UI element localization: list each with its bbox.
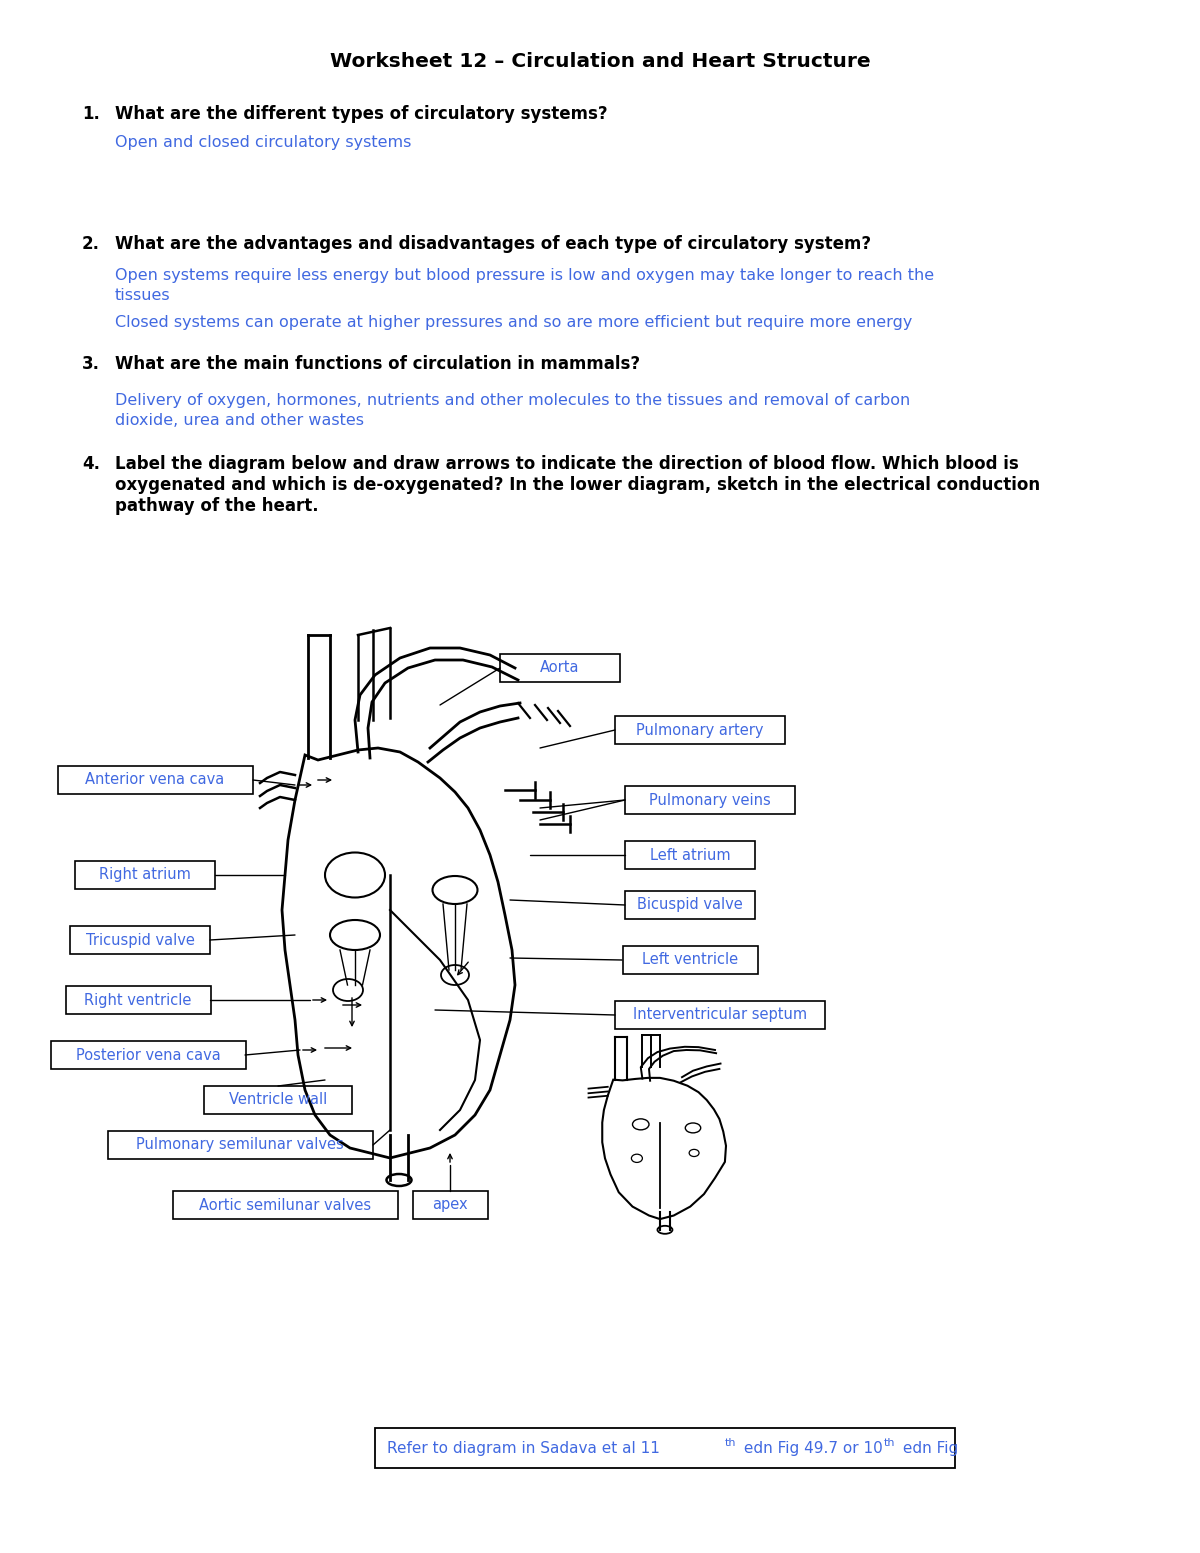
Text: Label the diagram below and draw arrows to indicate the direction of blood flow.: Label the diagram below and draw arrows … bbox=[115, 455, 1019, 474]
Text: 3.: 3. bbox=[82, 356, 100, 373]
FancyBboxPatch shape bbox=[616, 716, 785, 744]
FancyBboxPatch shape bbox=[66, 986, 210, 1014]
Text: Aorta: Aorta bbox=[540, 660, 580, 676]
FancyBboxPatch shape bbox=[173, 1191, 397, 1219]
Text: 1.: 1. bbox=[82, 106, 100, 123]
Text: pathway of the heart.: pathway of the heart. bbox=[115, 497, 319, 516]
FancyBboxPatch shape bbox=[70, 926, 210, 954]
Text: Right ventricle: Right ventricle bbox=[84, 992, 192, 1008]
Text: Closed systems can operate at higher pressures and so are more efficient but req: Closed systems can operate at higher pre… bbox=[115, 315, 912, 329]
Text: Left atrium: Left atrium bbox=[649, 848, 731, 862]
Text: dioxide, urea and other wastes: dioxide, urea and other wastes bbox=[115, 413, 364, 429]
Text: Bicuspid valve: Bicuspid valve bbox=[637, 898, 743, 913]
Text: th: th bbox=[884, 1438, 895, 1447]
Text: Tricuspid valve: Tricuspid valve bbox=[85, 932, 194, 947]
Text: edn Fig: edn Fig bbox=[898, 1441, 959, 1455]
Text: What are the main functions of circulation in mammals?: What are the main functions of circulati… bbox=[115, 356, 640, 373]
Text: Open systems require less energy but blood pressure is low and oxygen may take l: Open systems require less energy but blo… bbox=[115, 269, 934, 283]
Text: Delivery of oxygen, hormones, nutrients and other molecules to the tissues and r: Delivery of oxygen, hormones, nutrients … bbox=[115, 393, 911, 408]
FancyBboxPatch shape bbox=[616, 1002, 826, 1030]
FancyBboxPatch shape bbox=[58, 766, 252, 794]
Text: 2.: 2. bbox=[82, 235, 100, 253]
FancyBboxPatch shape bbox=[623, 946, 757, 974]
Text: apex: apex bbox=[432, 1197, 468, 1213]
FancyBboxPatch shape bbox=[625, 786, 796, 814]
Text: Open and closed circulatory systems: Open and closed circulatory systems bbox=[115, 135, 412, 151]
Text: Interventricular septum: Interventricular septum bbox=[632, 1008, 808, 1022]
Text: Posterior vena cava: Posterior vena cava bbox=[76, 1048, 221, 1062]
Text: Refer to diagram in Sadava et al 11: Refer to diagram in Sadava et al 11 bbox=[386, 1441, 660, 1455]
FancyBboxPatch shape bbox=[625, 842, 755, 870]
Text: Ventricle wall: Ventricle wall bbox=[229, 1092, 328, 1107]
Text: Aortic semilunar valves: Aortic semilunar valves bbox=[199, 1197, 371, 1213]
FancyBboxPatch shape bbox=[374, 1429, 955, 1468]
Text: Pulmonary veins: Pulmonary veins bbox=[649, 792, 770, 808]
FancyBboxPatch shape bbox=[108, 1131, 372, 1159]
Text: Left ventricle: Left ventricle bbox=[642, 952, 738, 968]
Text: Anterior vena cava: Anterior vena cava bbox=[85, 772, 224, 787]
Text: Worksheet 12 – Circulation and Heart Structure: Worksheet 12 – Circulation and Heart Str… bbox=[330, 51, 870, 71]
Text: th: th bbox=[725, 1438, 737, 1447]
Text: Right atrium: Right atrium bbox=[100, 868, 191, 882]
Text: What are the advantages and disadvantages of each type of circulatory system?: What are the advantages and disadvantage… bbox=[115, 235, 871, 253]
Text: Pulmonary semilunar valves: Pulmonary semilunar valves bbox=[136, 1137, 344, 1152]
Text: 4.: 4. bbox=[82, 455, 100, 474]
FancyBboxPatch shape bbox=[413, 1191, 487, 1219]
Text: tissues: tissues bbox=[115, 287, 170, 303]
FancyBboxPatch shape bbox=[625, 891, 755, 919]
FancyBboxPatch shape bbox=[50, 1041, 246, 1068]
FancyBboxPatch shape bbox=[74, 860, 215, 888]
FancyBboxPatch shape bbox=[204, 1086, 352, 1114]
Text: oxygenated and which is de-oxygenated? In the lower diagram, sketch in the elect: oxygenated and which is de-oxygenated? I… bbox=[115, 477, 1040, 494]
Text: Pulmonary artery: Pulmonary artery bbox=[636, 722, 763, 738]
Text: What are the different types of circulatory systems?: What are the different types of circulat… bbox=[115, 106, 607, 123]
Text: edn Fig 49.7 or 10: edn Fig 49.7 or 10 bbox=[739, 1441, 883, 1455]
FancyBboxPatch shape bbox=[500, 654, 620, 682]
